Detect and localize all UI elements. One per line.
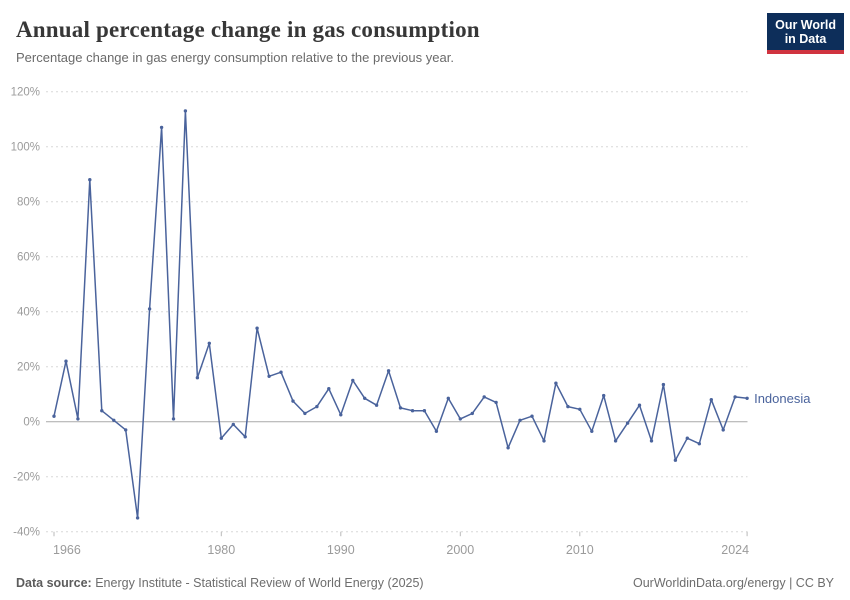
data-point-marker[interactable] [745,396,749,400]
data-point-marker[interactable] [147,307,152,311]
data-point-marker[interactable] [578,407,582,411]
line-chart[interactable]: -40% -20% 0% 20% 40% 60% 80% 100% 120% 1966 1980 19… [0,80,850,570]
data-point-marker[interactable] [685,436,689,440]
data-point-marker[interactable] [386,369,391,373]
data-point-marker[interactable] [231,422,235,427]
y-axis-tick-label: 120% [11,87,40,99]
y-axis-tick-label: 0% [23,417,40,429]
data-point-marker[interactable] [661,382,666,387]
x-axis-tick-label: 2024 [721,543,749,557]
data-point-marker[interactable] [135,516,140,520]
data-point-marker[interactable] [721,428,725,432]
data-point-marker[interactable] [673,458,678,462]
data-point-marker[interactable] [100,409,104,413]
data-point-marker[interactable] [219,436,223,440]
data-point-marker[interactable] [733,395,737,399]
data-point-marker[interactable] [518,418,522,422]
chart-header: Annual percentage change in gas consumpt… [16,16,756,66]
data-point-marker[interactable] [52,414,56,418]
owid-logo[interactable]: Our World in Data [767,13,844,54]
data-point-marker[interactable] [697,442,701,446]
data-point-marker[interactable] [494,400,498,405]
y-axis-tick-label: 20% [17,362,40,374]
data-point-marker[interactable] [458,417,462,421]
y-axis-tick-label: -40% [13,527,40,539]
data-point-marker[interactable] [64,359,68,363]
credit-link[interactable]: OurWorldinData.org/energy | CC BY [632,576,834,590]
data-point-marker[interactable] [590,429,594,433]
data-point-marker[interactable] [482,395,486,399]
data-point-marker[interactable] [279,370,283,374]
data-point-marker[interactable] [124,428,128,432]
data-point-marker[interactable] [709,398,713,402]
data-point-marker[interactable] [88,178,92,182]
data-point-marker[interactable] [267,374,271,378]
y-axis-tick-label: 40% [17,307,40,319]
data-point-marker[interactable] [398,406,403,410]
data-point-marker[interactable] [363,396,367,400]
owid-logo-line1: Our World [775,18,836,32]
data-point-marker[interactable] [207,341,211,345]
x-axis-tick-label: 2010 [566,543,594,557]
series-entity-label: Indonesia [754,391,811,406]
data-point-marker[interactable] [613,439,618,443]
data-point-marker[interactable] [374,403,379,407]
x-axis-tick-label: 1980 [207,543,235,557]
data-point-marker[interactable] [303,411,307,416]
data-point-marker[interactable] [637,403,642,407]
data-point-marker[interactable] [434,429,439,433]
page-title: Annual percentage change in gas consumpt… [16,17,480,42]
data-point-marker[interactable] [530,414,534,418]
data-point-marker[interactable] [422,409,427,413]
data-point-marker[interactable] [470,411,474,416]
data-point-marker[interactable] [76,417,80,421]
x-axis-tick-label: 1966 [53,543,81,557]
data-point-marker[interactable] [410,409,415,413]
y-axis-tick-label: -20% [13,472,40,484]
data-point-marker[interactable] [243,435,247,439]
y-axis-tick-label: 60% [17,252,40,264]
data-point-marker[interactable] [602,393,606,398]
data-point-marker[interactable] [506,446,510,450]
y-axis-tick-label: 80% [17,197,40,209]
data-point-marker[interactable] [327,387,331,391]
owid-logo-line2: in Data [784,32,827,46]
chart-area[interactable]: -40% -20% 0% 20% 40% 60% 80% 100% 120% 1966 1980 19… [0,80,850,570]
data-point-marker[interactable] [171,417,176,421]
chart-subtitle: Percentage change in gas energy consumpt… [16,50,454,65]
data-point-marker[interactable] [649,439,654,443]
data-point-marker[interactable] [351,378,355,383]
data-point-marker[interactable] [183,109,188,113]
y-axis-tick-label: 100% [11,142,40,154]
data-point-marker[interactable] [554,381,558,385]
data-point-marker[interactable] [566,404,570,409]
data-point-marker[interactable] [255,326,259,330]
chart-footer: Data source: Energy Institute - Statisti… [0,566,850,600]
data-point-marker[interactable] [195,376,200,380]
series-line[interactable] [53,110,748,519]
data-source: Data source: Energy Institute - Statisti… [16,576,424,590]
data-point-marker[interactable] [291,399,295,403]
data-source-text: Energy Institute - Statistical Review of… [91,576,424,590]
data-source-label: Data source: [16,576,92,590]
data-point-marker[interactable] [315,404,319,409]
data-point-marker[interactable] [339,413,343,417]
data-point-marker[interactable] [625,421,630,425]
data-point-marker[interactable] [446,396,450,400]
x-axis-tick-label: 2000 [446,543,474,557]
data-point-marker[interactable] [112,418,116,422]
data-point-marker[interactable] [159,125,164,130]
x-axis-tick-label: 1990 [327,543,355,557]
data-point-marker[interactable] [542,439,546,443]
